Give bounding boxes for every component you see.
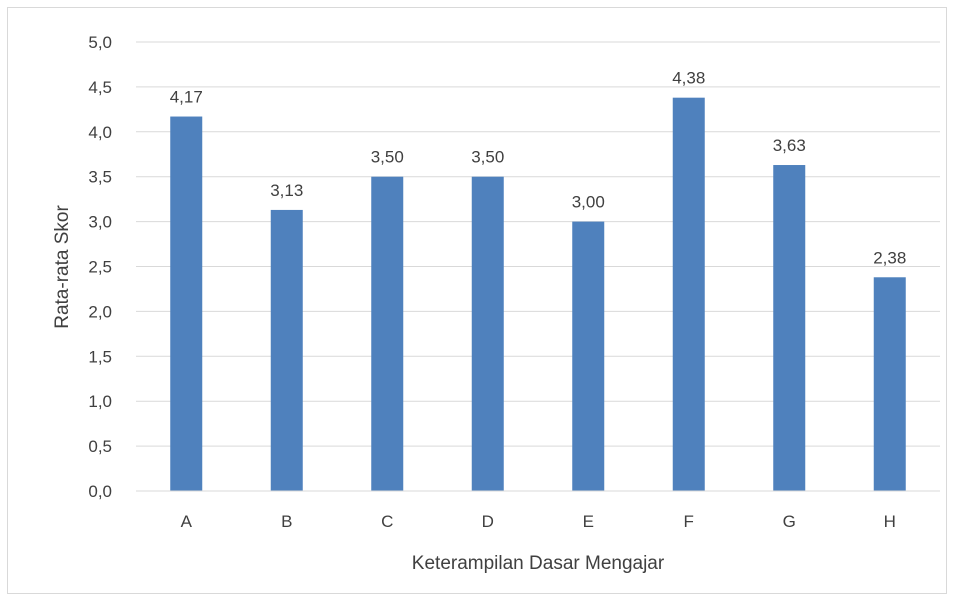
x-tick-label: C	[381, 512, 393, 531]
data-labels: 4,17 3,13 3,50 3,50 3,00 4,38 3,63 2,38	[170, 69, 907, 268]
y-tick-label: 3,0	[88, 213, 112, 232]
y-tick-label: 0,0	[88, 482, 112, 501]
y-tick-label: 1,0	[88, 392, 112, 411]
x-tick-label: B	[281, 512, 292, 531]
data-label-h: 2,38	[873, 248, 906, 267]
y-tick-label: 2,5	[88, 258, 112, 277]
x-tick-label: F	[684, 512, 694, 531]
bars	[170, 97, 906, 492]
data-label-g: 3,63	[773, 136, 806, 155]
x-axis-title: Keterampilan Dasar Mengajar	[412, 553, 665, 574]
bar-g	[773, 165, 806, 491]
data-label-f: 4,38	[672, 69, 705, 88]
data-label-c: 3,50	[371, 148, 404, 167]
bar-c	[371, 176, 404, 491]
x-axis-ticks: A B C D E F G H	[181, 512, 896, 531]
x-tick-label: G	[783, 512, 796, 531]
y-tick-label: 3,5	[88, 168, 112, 187]
y-axis-ticks: 0,0 0,5 1,0 1,5 2,0 2,5 3,0 3,5 4,0 4,5 5,0	[88, 33, 112, 501]
x-tick-label: D	[482, 512, 494, 531]
bar-b	[270, 209, 303, 491]
bar-h	[873, 277, 906, 491]
y-tick-label: 4,0	[88, 123, 112, 142]
y-tick-label: 4,5	[88, 78, 112, 97]
bar-d	[471, 176, 504, 491]
y-tick-label: 1,5	[88, 347, 112, 366]
y-axis-title: Rata-rata Skor	[52, 205, 73, 329]
y-tick-label: 2,0	[88, 302, 112, 321]
x-tick-label: A	[181, 512, 193, 531]
gridlines	[136, 41, 940, 447]
y-tick-label: 0,5	[88, 437, 112, 456]
bar-a	[170, 116, 203, 491]
data-label-b: 3,13	[270, 181, 303, 200]
data-label-d: 3,50	[471, 148, 504, 167]
x-tick-label: E	[583, 512, 594, 531]
data-label-e: 3,00	[572, 193, 605, 212]
bar-f	[672, 97, 705, 492]
y-tick-label: 5,0	[88, 33, 112, 52]
data-label-a: 4,17	[170, 88, 203, 107]
x-tick-label: H	[884, 512, 896, 531]
bar-e	[572, 221, 605, 491]
